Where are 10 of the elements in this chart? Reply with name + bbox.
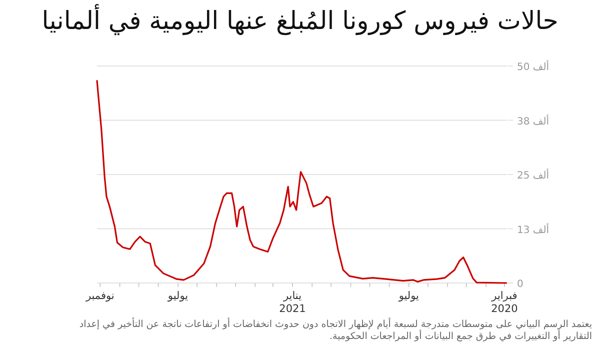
chart-title: حالات فيروس كورونا المُبلغ عنها اليومية في ألمانيا xyxy=(40,6,560,35)
y-tick-label: 50 ألف xyxy=(517,60,550,73)
y-tick-label: 38 ألف xyxy=(517,114,550,128)
x-tick-label: نوفمبر xyxy=(84,290,114,302)
y-tick-label: 0 xyxy=(517,279,524,290)
y-tick-label: 13 ألف xyxy=(517,222,550,236)
text: يعتمد الرسم البياني على متوسطات متدرجة لسبعة أيام لإظهار الاتجاه دون حدوث انخفاضات أو ارتفاعات ناتجة عن التأخير في إعداد التقارير أو التغييرات في طرق جمع البيانات أو المراجعات الحكومية. xyxy=(78,319,592,343)
x-tick-label: يوليو xyxy=(398,290,420,302)
x-tick-label: يوليو xyxy=(166,290,188,302)
y-tick-label: 25 ألف xyxy=(517,168,550,182)
